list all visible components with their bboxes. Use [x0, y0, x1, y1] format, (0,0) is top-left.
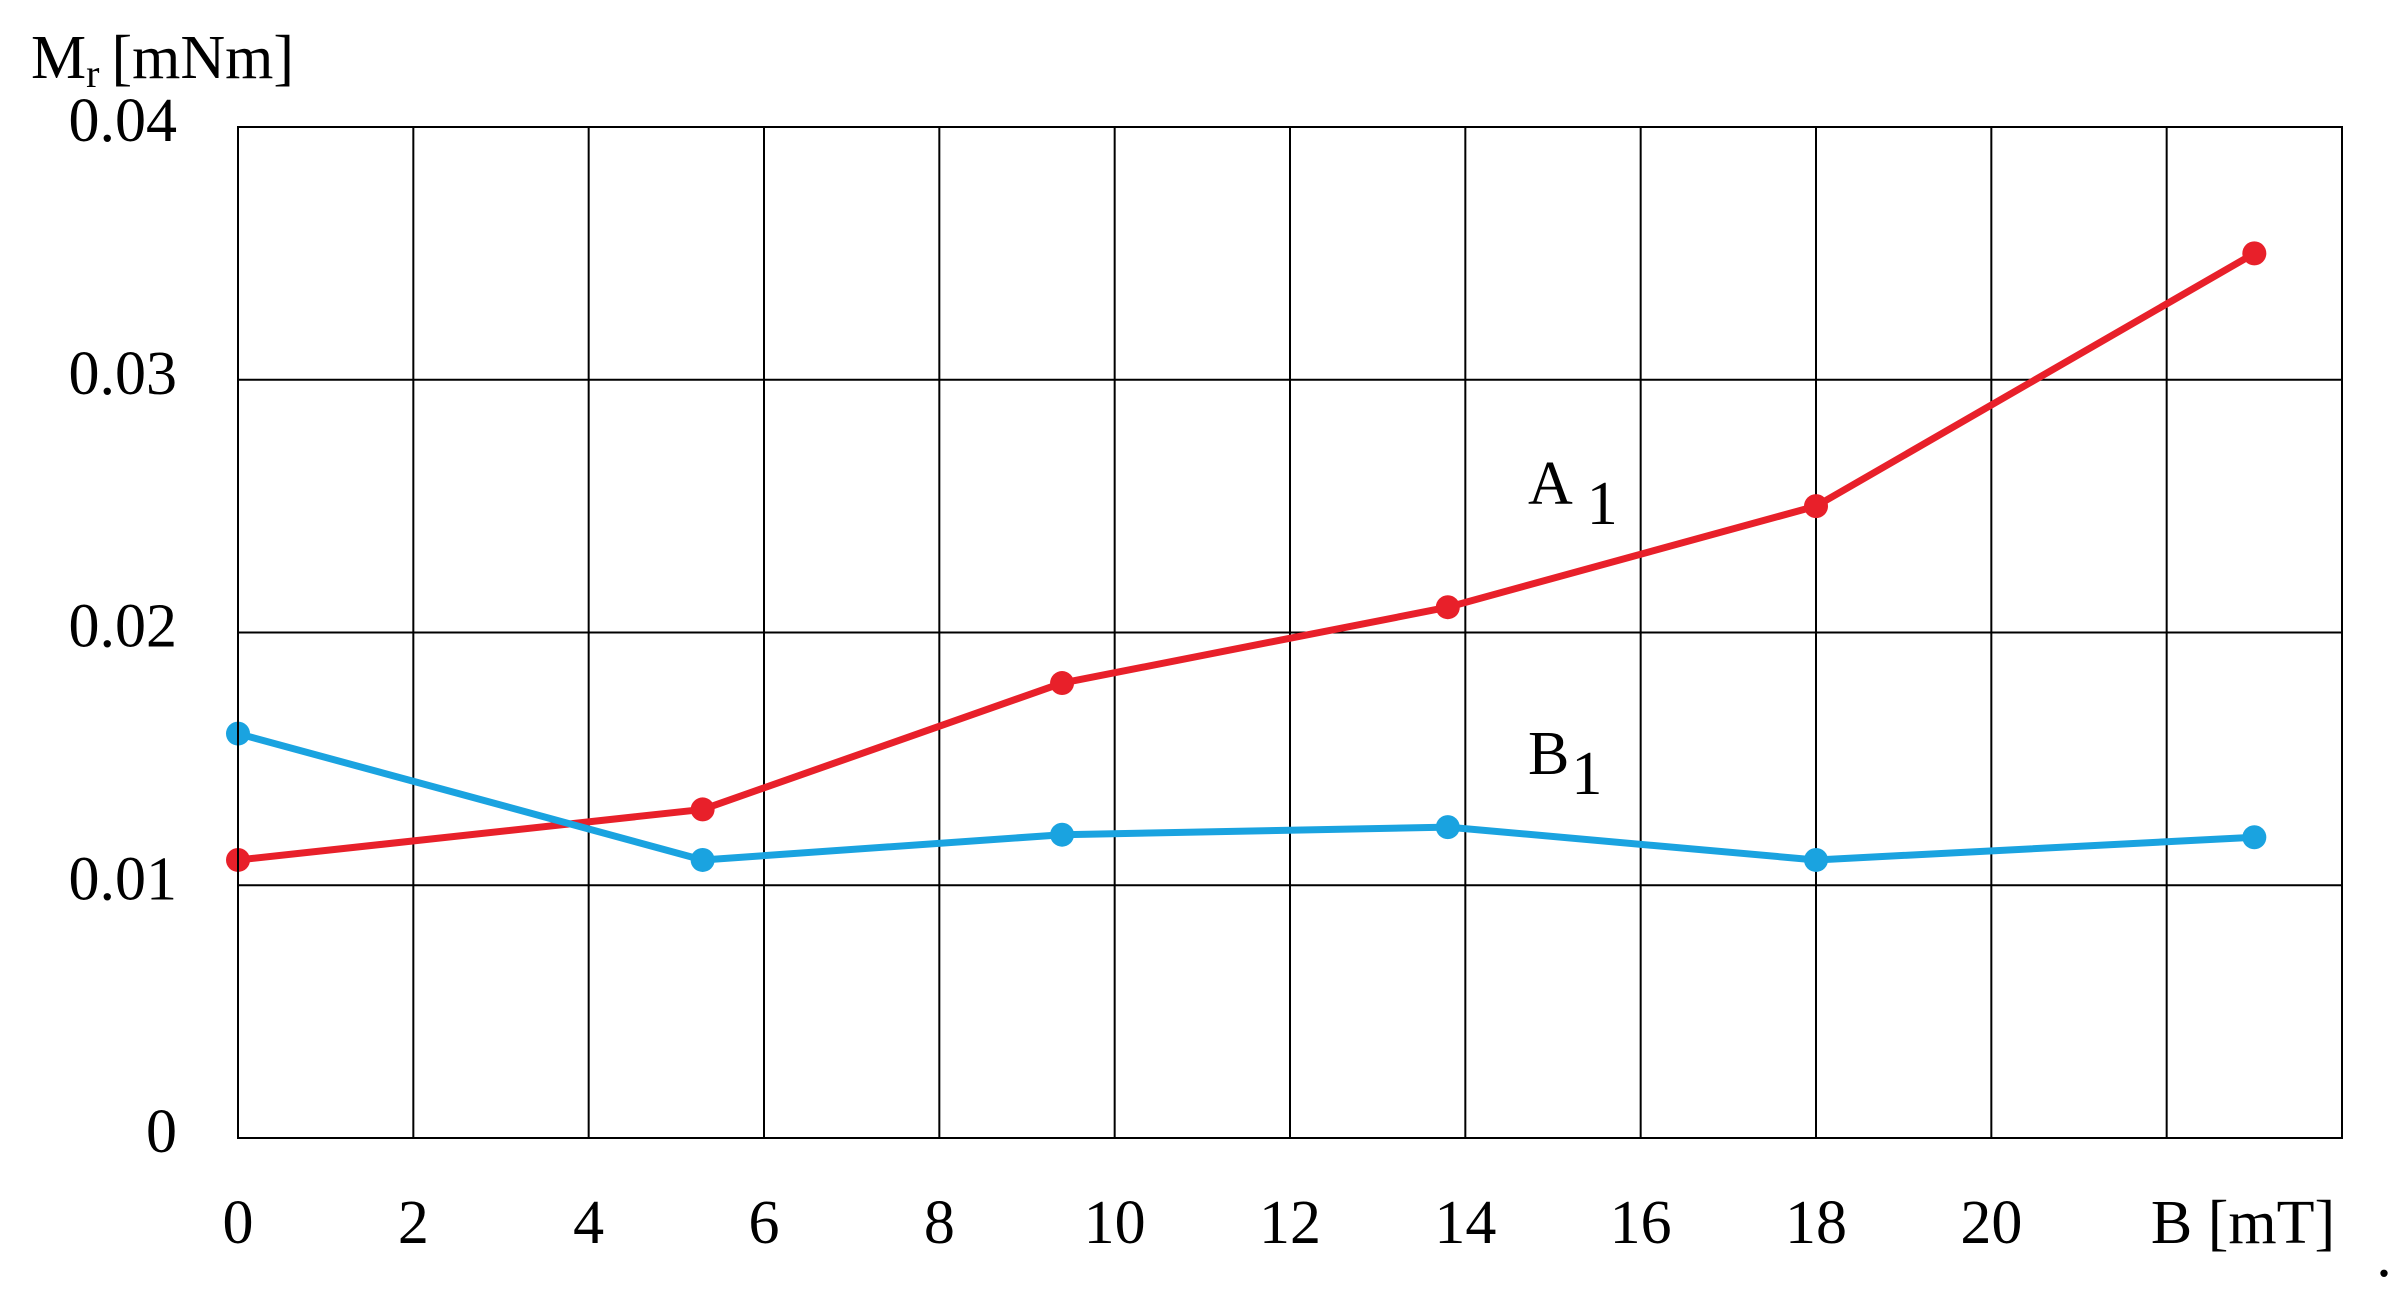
- data-point: [1050, 671, 1075, 696]
- x-tick-label: 0: [223, 1189, 254, 1257]
- trailing-period: .: [2376, 1222, 2392, 1290]
- y-tick-label: 0.04: [69, 87, 178, 155]
- x-tick-label: 6: [749, 1189, 780, 1257]
- y-axis-label: Mr [mNm]: [31, 24, 294, 96]
- y-tick-label: 0: [146, 1098, 177, 1166]
- series-label: B1: [1528, 720, 1602, 808]
- x-tick-label: 10: [1084, 1189, 1146, 1257]
- y-label-sub: r: [86, 51, 99, 96]
- plot-frame: [237, 126, 2343, 1139]
- x-tick-label: 8: [924, 1189, 955, 1257]
- data-point: [690, 847, 715, 872]
- y-label-unit: [mNm]: [111, 24, 294, 92]
- data-point: [1435, 595, 1460, 620]
- series-line: [237, 730, 2255, 864]
- x-tick-label: 18: [1785, 1189, 1847, 1257]
- data-point: [1435, 815, 1460, 840]
- y-tick-label: 0.03: [69, 340, 178, 408]
- data-point: [1050, 822, 1075, 847]
- series-name: A: [1528, 450, 1573, 518]
- y-label-main: M: [31, 24, 86, 92]
- x-tick-label: 4: [573, 1189, 604, 1257]
- series-subscript: 1: [1571, 740, 1602, 808]
- data-point: [1804, 494, 1828, 519]
- y-tick-label: 0.01: [69, 845, 178, 913]
- y-tick-label: 0.02: [69, 593, 178, 661]
- x-tick-label: 14: [1434, 1189, 1496, 1257]
- x-tick-label: 20: [1960, 1189, 2022, 1257]
- x-tick-label: 12: [1259, 1189, 1321, 1257]
- data-point: [690, 797, 715, 822]
- series-line: [237, 250, 2257, 864]
- x-tick-label: 2: [398, 1189, 429, 1257]
- data-point: [2242, 241, 2267, 266]
- x-axis-label: B [mT]: [2151, 1189, 2335, 1257]
- x-tick-label: 16: [1610, 1189, 1672, 1257]
- series-subscript: 1: [1587, 470, 1618, 538]
- data-point: [2242, 825, 2267, 850]
- data-point: [1804, 847, 1828, 872]
- series-name: B: [1528, 720, 1569, 788]
